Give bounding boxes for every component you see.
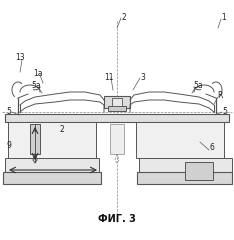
Bar (185, 162, 213, 180)
Bar (5, 114, 229, 122)
Bar (137, 172, 232, 184)
Bar (5, 158, 99, 173)
Text: 2: 2 (60, 126, 64, 134)
Text: 5: 5 (223, 107, 227, 115)
Text: 11: 11 (104, 72, 114, 82)
Text: ФИГ. 3: ФИГ. 3 (98, 214, 136, 224)
Bar (110, 124, 124, 154)
Bar (136, 122, 224, 158)
Text: 5a: 5a (31, 80, 41, 90)
Text: 6: 6 (210, 144, 214, 152)
Bar (108, 106, 126, 111)
Text: 5a: 5a (193, 80, 203, 90)
Bar (112, 98, 122, 106)
Text: 3: 3 (141, 72, 146, 82)
Polygon shape (152, 133, 205, 169)
Bar (139, 158, 232, 173)
Text: 1a: 1a (33, 68, 43, 78)
Bar (104, 96, 130, 108)
Text: 13: 13 (15, 54, 25, 62)
Text: 1: 1 (222, 13, 226, 23)
Bar (3, 172, 101, 184)
Text: R: R (217, 90, 223, 100)
Text: 5: 5 (7, 107, 11, 115)
Bar (8, 122, 96, 158)
Bar (30, 124, 40, 154)
Text: 9: 9 (7, 142, 11, 150)
Text: 2: 2 (122, 12, 126, 22)
